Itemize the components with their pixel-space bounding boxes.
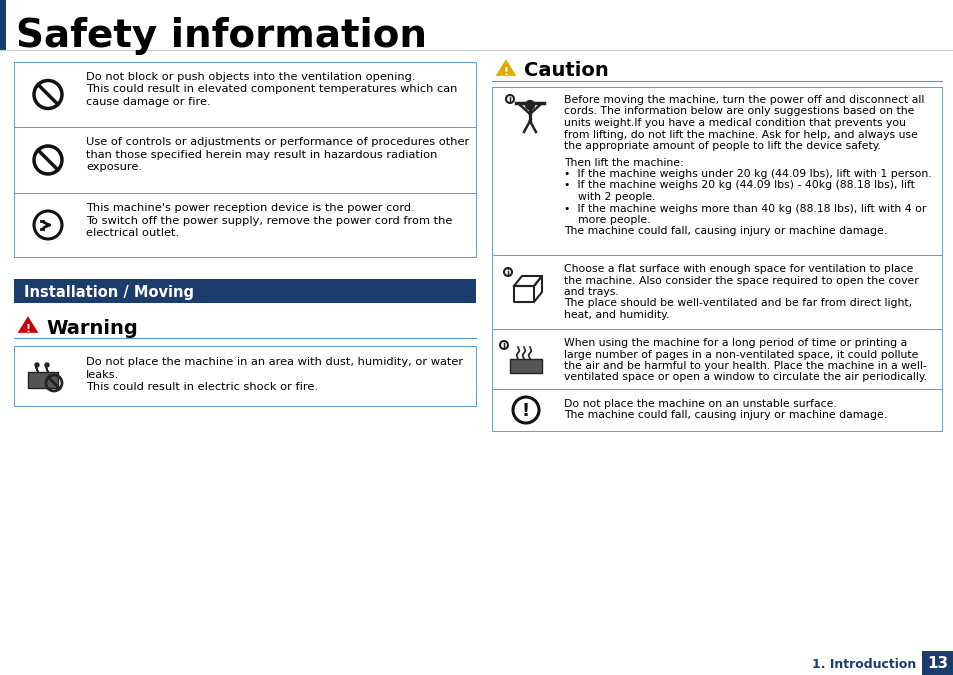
FancyBboxPatch shape [492,389,941,431]
Text: with 2 people.: with 2 people. [563,192,655,202]
Text: i: i [508,95,511,105]
Text: This machine's power reception device is the power cord.: This machine's power reception device is… [86,203,415,213]
Text: i: i [506,269,509,277]
Text: Before moving the machine, turn the power off and disconnect all: Before moving the machine, turn the powe… [563,95,923,105]
Text: cause damage or fire.: cause damage or fire. [86,97,211,107]
FancyBboxPatch shape [510,359,541,373]
Text: i: i [502,342,505,350]
Text: from lifting, do not lift the machine. Ask for help, and always use: from lifting, do not lift the machine. A… [563,130,917,140]
Text: the air and be harmful to your health. Place the machine in a well-: the air and be harmful to your health. P… [563,361,925,371]
Text: and trays.: and trays. [563,287,618,297]
Polygon shape [17,315,39,333]
Text: Do not place the machine on an unstable surface.: Do not place the machine on an unstable … [563,399,836,409]
FancyBboxPatch shape [14,279,476,303]
Text: !: ! [26,324,30,333]
Text: •  If the machine weighs under 20 kg (44.09 lbs), lift with 1 person.: • If the machine weighs under 20 kg (44.… [563,169,931,179]
FancyBboxPatch shape [0,0,953,50]
Text: •  If the machine weighs 20 kg (44.09 lbs) - 40kg (88.18 lbs), lift: • If the machine weighs 20 kg (44.09 lbs… [563,180,914,190]
Text: This could result in electric shock or fire.: This could result in electric shock or f… [86,382,317,392]
Text: 1. Introduction: 1. Introduction [811,657,915,670]
Circle shape [35,363,39,367]
Text: To switch off the power supply, remove the power cord from the: To switch off the power supply, remove t… [86,215,452,225]
Text: cords. The information below are only suggestions based on the: cords. The information below are only su… [563,107,913,117]
Text: This could result in elevated component temperatures which can: This could result in elevated component … [86,84,456,95]
FancyBboxPatch shape [492,329,941,389]
Text: ventilated space or open a window to circulate the air periodically.: ventilated space or open a window to cir… [563,373,926,383]
FancyBboxPatch shape [921,651,953,675]
FancyBboxPatch shape [14,127,476,193]
Circle shape [45,363,49,367]
FancyBboxPatch shape [0,0,6,50]
Text: Installation / Moving: Installation / Moving [24,284,193,300]
Text: Safety information: Safety information [16,17,427,55]
FancyBboxPatch shape [492,87,941,255]
Text: Caution: Caution [523,61,608,80]
Text: than those specified herein may result in hazardous radiation: than those specified herein may result i… [86,149,436,159]
Text: 13: 13 [926,657,947,672]
Text: •  If the machine weighs more than 40 kg (88.18 lbs), lift with 4 or: • If the machine weighs more than 40 kg … [563,203,925,213]
Text: heat, and humidity.: heat, and humidity. [563,310,669,320]
Text: exposure.: exposure. [86,162,142,172]
Text: Then lift the machine:: Then lift the machine: [563,157,683,167]
Text: !: ! [503,67,508,77]
Text: Do not place the machine in an area with dust, humidity, or water: Do not place the machine in an area with… [86,357,462,367]
FancyBboxPatch shape [14,193,476,257]
Text: the appropriate amount of people to lift the device safety.: the appropriate amount of people to lift… [563,141,880,151]
Text: The machine could fall, causing injury or machine damage.: The machine could fall, causing injury o… [563,410,886,421]
Text: Warning: Warning [46,319,137,338]
Text: more people.: more people. [563,215,650,225]
FancyBboxPatch shape [0,651,953,675]
Text: !: ! [521,402,530,420]
Text: electrical outlet.: electrical outlet. [86,228,179,238]
FancyBboxPatch shape [14,346,476,406]
Text: Use of controls or adjustments or performance of procedures other: Use of controls or adjustments or perfor… [86,137,469,147]
Text: The machine could fall, causing injury or machine damage.: The machine could fall, causing injury o… [563,227,886,236]
FancyBboxPatch shape [14,62,476,127]
Circle shape [525,101,534,109]
Text: When using the machine for a long period of time or printing a: When using the machine for a long period… [563,338,906,348]
Text: The place should be well-ventilated and be far from direct light,: The place should be well-ventilated and … [563,298,911,308]
Text: units weight.If you have a medical condition that prevents you: units weight.If you have a medical condi… [563,118,905,128]
Text: Do not block or push objects into the ventilation opening.: Do not block or push objects into the ve… [86,72,416,82]
Text: the machine. Also consider the space required to open the cover: the machine. Also consider the space req… [563,275,918,286]
FancyBboxPatch shape [492,255,941,329]
Text: Choose a flat surface with enough space for ventilation to place: Choose a flat surface with enough space … [563,264,912,274]
Text: leaks.: leaks. [86,369,119,379]
Text: large number of pages in a non-ventilated space, it could pollute: large number of pages in a non-ventilate… [563,350,918,360]
Polygon shape [495,59,517,76]
FancyBboxPatch shape [28,372,58,388]
